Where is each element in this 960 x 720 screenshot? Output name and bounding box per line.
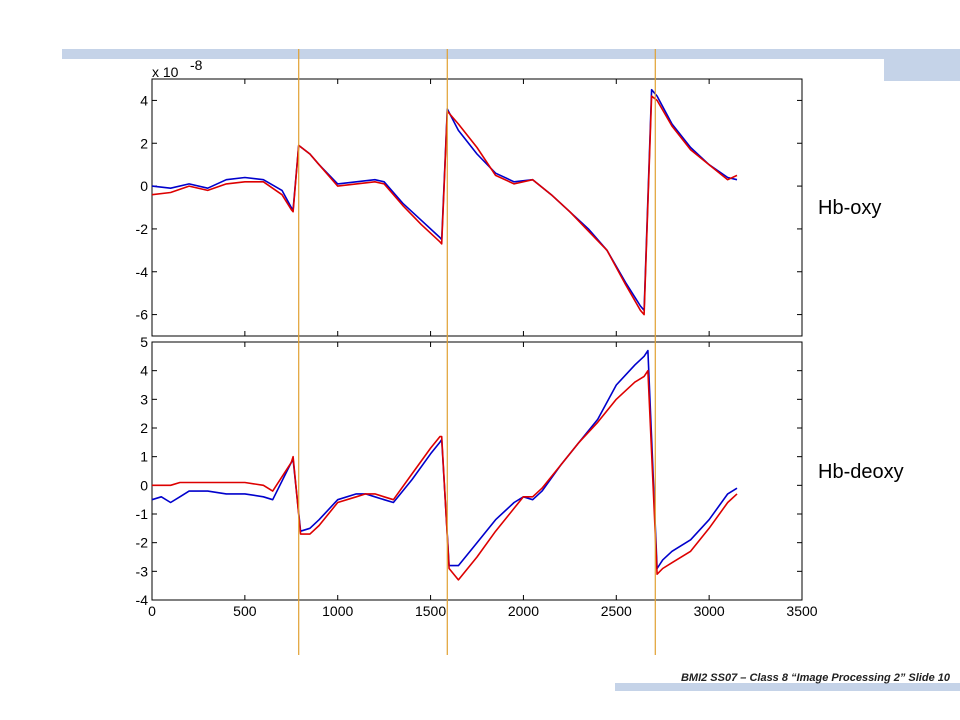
- y-tick-label: 0: [140, 477, 148, 493]
- y-tick-label: 2: [140, 420, 148, 436]
- series-line-red: [151, 95, 738, 316]
- hb-oxy-label: Hb-oxy: [818, 197, 882, 219]
- series-line-blue: [151, 88, 738, 312]
- x-tick-label: 1500: [415, 603, 446, 619]
- x-tick-label: 500: [233, 603, 257, 619]
- y-tick-label: 1: [140, 449, 148, 465]
- y-tick-label: 4: [140, 92, 148, 108]
- y-tick-label: 0: [140, 178, 148, 194]
- y-tick-label: -6: [136, 307, 149, 323]
- hb-oxy-plot: 4 2 0 -2 -4 -6 x 10 -8: [136, 57, 803, 337]
- slide-footer: BMI2 SS07 – Class 8 “Image Processing 2”…: [680, 672, 950, 684]
- exponent-power: -8: [190, 57, 203, 73]
- y-tick-label: -4: [136, 264, 149, 280]
- y-tick-label: 2: [140, 135, 148, 151]
- x-tick-label: 2000: [508, 603, 539, 619]
- plot-frame: [151, 341, 803, 601]
- header-accent-bar: [62, 49, 960, 59]
- x-tick-label: 2500: [601, 603, 632, 619]
- x-tick-label: 3000: [694, 603, 725, 619]
- y-tick-label: 5: [140, 334, 148, 350]
- series-line-blue: [151, 349, 738, 570]
- y-tick-label: -1: [136, 506, 149, 522]
- event-markers: [298, 49, 656, 655]
- y-tick-label: 3: [140, 391, 148, 407]
- hb-deoxy-label: Hb-deoxy: [818, 461, 904, 483]
- x-tick-label: 1000: [322, 603, 353, 619]
- y-tick-label: -2: [136, 535, 149, 551]
- y-tick-label: -2: [136, 221, 149, 237]
- y-tick-label: -3: [136, 563, 149, 579]
- y-tick-label: -4: [136, 592, 149, 608]
- plot-frame: [151, 78, 803, 337]
- y-tick-label: 4: [140, 363, 148, 379]
- exponent-label: x 10: [152, 64, 179, 80]
- series-line-red: [152, 369, 738, 581]
- x-tick-label: 0: [148, 603, 156, 619]
- header-accent-tab: [884, 59, 960, 81]
- x-tick-label: 3500: [786, 603, 817, 619]
- footer-accent-bar: [615, 683, 960, 691]
